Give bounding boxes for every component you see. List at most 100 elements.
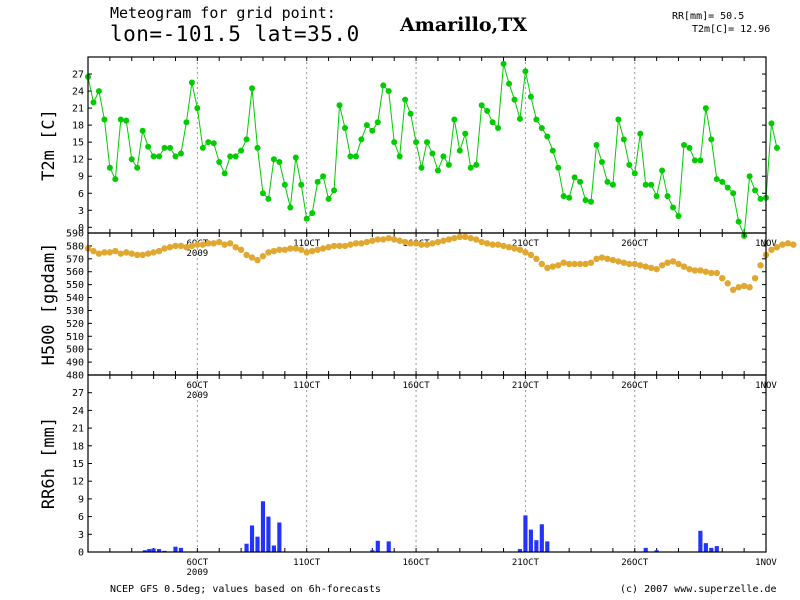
y-tick-label: 27 bbox=[72, 388, 84, 399]
data-point bbox=[298, 246, 305, 253]
copyright-note: (c) 2007 www.superzelle.de bbox=[620, 584, 777, 595]
data-point bbox=[358, 136, 365, 143]
data-point bbox=[434, 167, 441, 174]
data-point bbox=[237, 246, 245, 253]
data-point bbox=[473, 161, 480, 168]
y-tick-label: 18 bbox=[72, 121, 84, 132]
data-point bbox=[445, 236, 453, 243]
date-tick-label: 6OCT bbox=[187, 558, 209, 568]
data-point bbox=[658, 262, 666, 269]
rain-bar bbox=[147, 549, 152, 552]
rain-bar bbox=[244, 543, 249, 552]
data-point bbox=[101, 249, 108, 256]
data-point bbox=[287, 204, 294, 211]
data-point bbox=[188, 242, 196, 250]
data-point bbox=[292, 245, 299, 252]
data-point bbox=[582, 260, 589, 268]
data-point bbox=[740, 282, 748, 290]
rain-bar bbox=[266, 516, 271, 552]
data-point bbox=[205, 139, 212, 146]
data-point bbox=[221, 170, 228, 177]
rain-bar bbox=[157, 549, 162, 552]
data-point bbox=[369, 127, 376, 134]
data-point bbox=[270, 156, 277, 163]
data-point bbox=[746, 173, 753, 180]
grid-point-coordinates: lon=-101.5 lat=35.0 bbox=[110, 22, 360, 46]
data-point bbox=[276, 246, 283, 253]
y-tick-label: 6 bbox=[78, 189, 84, 200]
data-point bbox=[106, 249, 114, 256]
data-point bbox=[134, 251, 141, 259]
data-point bbox=[467, 164, 474, 171]
rain-bar bbox=[517, 549, 523, 552]
data-point bbox=[571, 174, 578, 181]
data-point bbox=[735, 284, 742, 291]
data-point bbox=[352, 153, 359, 160]
y-tick-label: 590 bbox=[66, 229, 84, 240]
data-point bbox=[462, 130, 469, 137]
data-point bbox=[139, 251, 146, 259]
y-tick-label: 530 bbox=[66, 306, 84, 317]
t2m-current-readout: T2m[C]= 12.96 bbox=[692, 24, 771, 35]
data-point bbox=[473, 236, 480, 243]
data-point bbox=[697, 157, 704, 164]
data-point bbox=[675, 212, 682, 219]
data-point bbox=[117, 116, 124, 123]
y-axis-label: T2m [C] bbox=[39, 109, 59, 181]
data-point bbox=[462, 233, 469, 241]
data-point bbox=[194, 105, 201, 112]
y-tick-label: 500 bbox=[66, 345, 84, 356]
data-point bbox=[751, 274, 759, 282]
data-point bbox=[440, 153, 447, 160]
data-point bbox=[565, 260, 573, 268]
data-point bbox=[330, 242, 338, 250]
data-point bbox=[341, 242, 349, 250]
data-point bbox=[259, 253, 267, 260]
year-tick-label: 2009 bbox=[187, 568, 209, 578]
data-point bbox=[478, 238, 485, 246]
data-point bbox=[281, 181, 288, 188]
data-point bbox=[527, 93, 534, 100]
data-point bbox=[166, 244, 174, 251]
rain-bar bbox=[173, 546, 178, 552]
data-point bbox=[697, 267, 704, 274]
y-axis-label: RR6h [mm] bbox=[39, 417, 59, 509]
data-point bbox=[779, 241, 786, 248]
meteogram-title: Meteogram for grid point: bbox=[110, 4, 336, 22]
data-point bbox=[642, 181, 649, 188]
data-point bbox=[489, 119, 496, 126]
data-point bbox=[308, 247, 316, 255]
rain-bar bbox=[534, 540, 539, 552]
rain-bar bbox=[178, 547, 184, 552]
data-point bbox=[363, 122, 370, 129]
data-point bbox=[675, 260, 682, 268]
data-point bbox=[691, 157, 698, 164]
data-point bbox=[287, 245, 294, 252]
data-point bbox=[484, 107, 491, 114]
rain-bar bbox=[271, 545, 276, 552]
data-point bbox=[773, 144, 780, 151]
data-point bbox=[686, 265, 693, 273]
data-point bbox=[112, 247, 119, 255]
data-point bbox=[172, 242, 179, 250]
data-point bbox=[347, 153, 354, 160]
y-tick-label: 3 bbox=[78, 530, 84, 541]
data-point bbox=[281, 246, 289, 253]
data-point bbox=[396, 153, 403, 160]
panel-0: 03691215182124276OCT200911OCT16OCT21OCT2… bbox=[39, 56, 780, 259]
data-point bbox=[571, 260, 578, 268]
data-point bbox=[478, 102, 485, 109]
data-point bbox=[719, 178, 726, 185]
data-point bbox=[790, 241, 797, 248]
data-point bbox=[172, 153, 179, 160]
y-tick-label: 27 bbox=[72, 70, 84, 81]
data-point bbox=[724, 280, 731, 287]
data-point bbox=[527, 251, 535, 259]
data-point bbox=[309, 210, 316, 217]
data-point bbox=[598, 254, 606, 261]
data-point bbox=[522, 68, 529, 75]
data-point bbox=[336, 242, 343, 250]
data-point bbox=[161, 144, 168, 151]
data-point bbox=[407, 110, 414, 117]
